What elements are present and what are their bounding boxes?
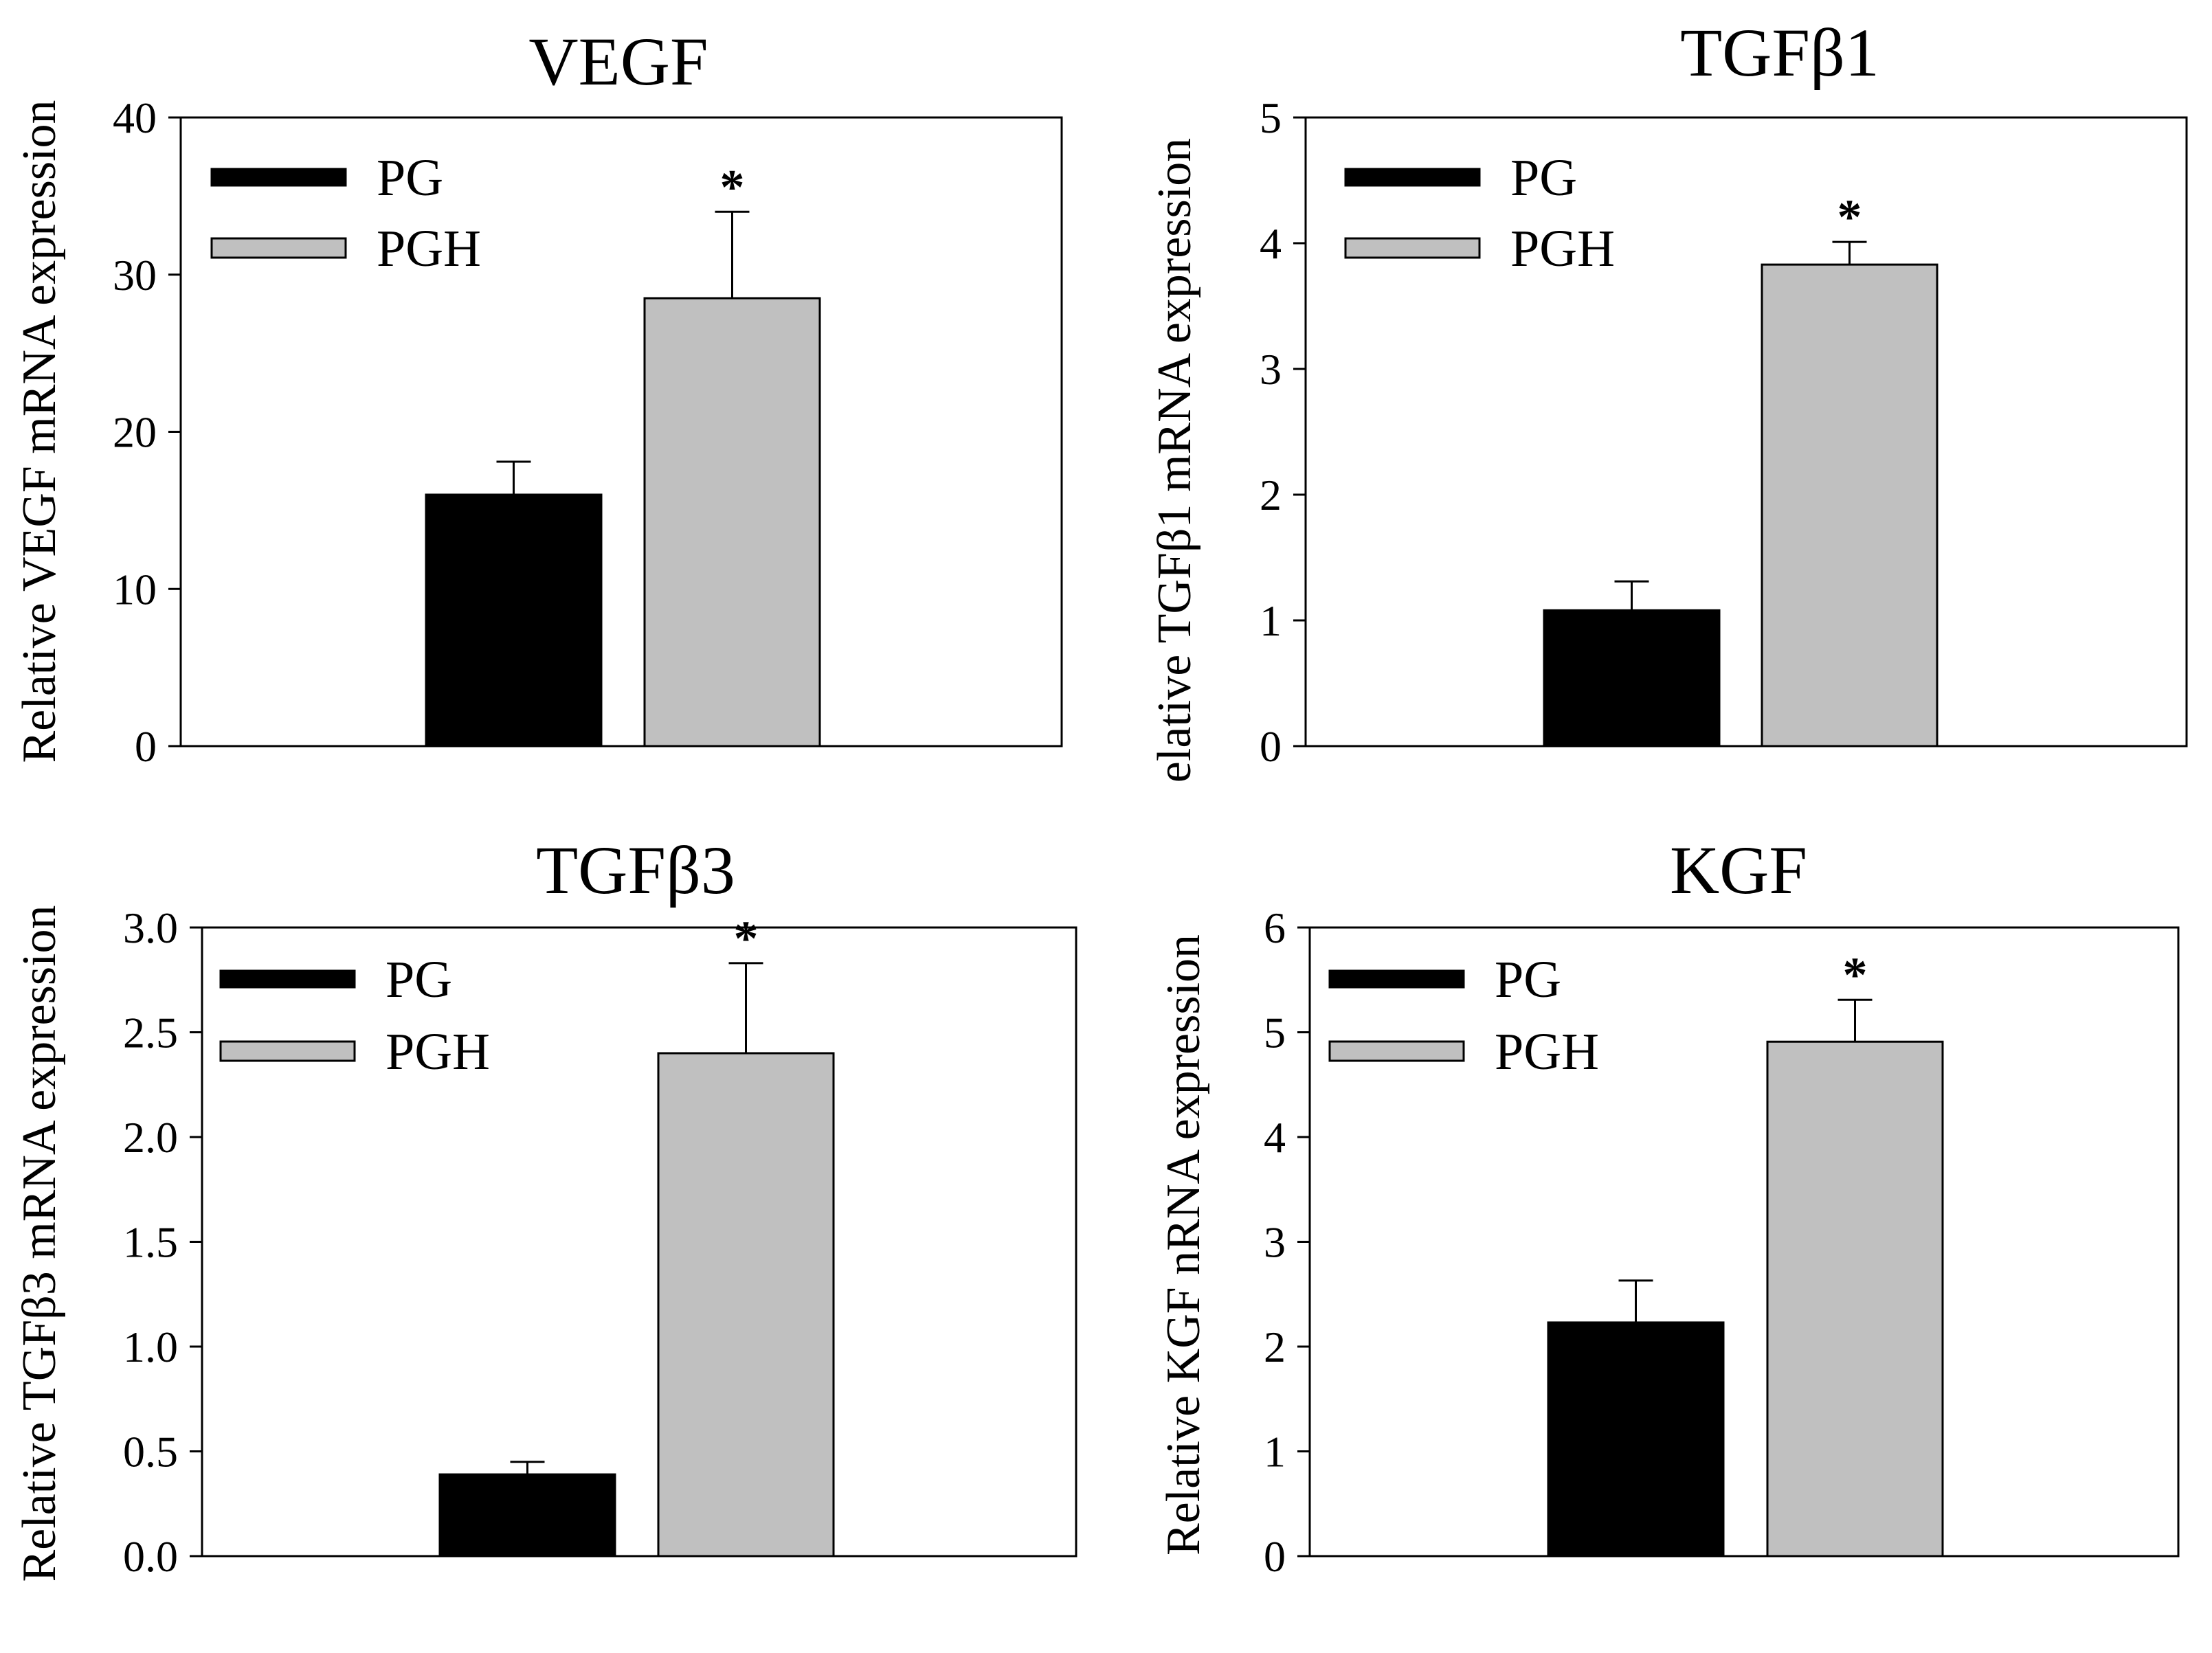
legend-label-pg: PG (377, 149, 443, 207)
chart-title: TGFβ3 (536, 832, 735, 908)
chart-panel-3: TGFβ3 Relative TGFβ3 mRNA expression 0.0 0.… (13, 832, 1077, 1582)
y-tick-label: 6 (1264, 903, 1286, 952)
plot-frame (179, 116, 1063, 747)
legend-label-pgh: PGH (386, 1023, 490, 1081)
chart-panel-1: VEGF Relative VEGF mRNA expression 0 10 20 30… (13, 23, 1063, 771)
y-tick-label: 30 (113, 251, 157, 300)
y-tick-label: 1.0 (123, 1323, 178, 1371)
bar-pgh (657, 1052, 835, 1558)
y-tick-label: 2 (1264, 1323, 1286, 1371)
bar-pgh (1766, 1040, 1944, 1558)
legend-label-pgh: PGH (377, 220, 481, 278)
y-axis-label: Relative VEGF mRNA expression (13, 100, 66, 763)
y-tick-label: 4 (1264, 1113, 1286, 1162)
y-tick-label: 10 (113, 565, 157, 614)
y-tick-label: 3.0 (123, 903, 178, 952)
y-axis-label: Relative TGFβ3 mRNA expression (13, 905, 66, 1582)
y-tick-label: 0 (135, 722, 157, 771)
legend-label-pg: PG (386, 951, 452, 1009)
y-tick-label: 40 (113, 93, 157, 142)
legend-swatch-pgh (210, 237, 347, 259)
chart-panel-2: TGFβ1 elative TGFβ1 mRNA expression 0 1 2 3 4 5… (1148, 14, 2188, 783)
y-tick-label: 1.5 (123, 1218, 178, 1267)
y-tick-label: 20 (113, 408, 157, 457)
y-tick-label: 2 (1260, 471, 1282, 519)
y-tick-label: 1 (1260, 596, 1282, 645)
y-tick-label: 0.5 (123, 1428, 178, 1476)
bar-pg (1543, 609, 1721, 747)
legend-swatch-pg (219, 969, 356, 989)
significance-asterisk: * (720, 159, 745, 214)
legend-swatch-pg (210, 168, 347, 187)
y-tick-label: 0.0 (123, 1532, 178, 1581)
y-tick-label: 5 (1260, 93, 1282, 142)
plot-frame (1308, 926, 2180, 1558)
significance-asterisk: * (734, 911, 759, 966)
legend-label-pg: PG (1510, 149, 1577, 207)
y-tick-label: 4 (1260, 219, 1282, 268)
y-tick-label: 2.0 (123, 1113, 178, 1162)
legend-label-pgh: PGH (1495, 1023, 1599, 1081)
y-tick-label: 3 (1264, 1218, 1286, 1267)
y-tick-label: 0 (1260, 722, 1282, 771)
bar-pgh (643, 297, 821, 747)
chart-title: VEGF (528, 23, 708, 100)
bar-pg (1547, 1321, 1725, 1558)
chart-title: KGF (1670, 832, 1807, 908)
y-tick-label: 1 (1264, 1428, 1286, 1476)
y-tick-label: 0 (1264, 1532, 1286, 1581)
legend-swatch-pg (1328, 969, 1465, 989)
y-tick-label: 5 (1264, 1009, 1286, 1057)
y-tick-label: 3 (1260, 345, 1282, 394)
chart-title: TGFβ1 (1680, 14, 1879, 91)
legend-label-pgh: PGH (1510, 220, 1615, 278)
legend-swatch-pgh (1344, 237, 1481, 259)
chart-panel-4: KGF Relative KGF nRNA expression 0 1 2 3 4 5 6 * P… (1157, 832, 2180, 1581)
bar-pg (425, 493, 603, 747)
legend-swatch-pgh (1328, 1040, 1465, 1062)
y-axis-label: Relative KGF nRNA expression (1157, 934, 1210, 1555)
legend-label-pg: PG (1495, 951, 1561, 1009)
bar-pg (438, 1473, 616, 1558)
significance-asterisk: * (1843, 947, 1868, 1002)
plot-frame (1304, 116, 2188, 747)
bar-pgh (1761, 263, 1939, 747)
y-tick-label: 2.5 (123, 1009, 178, 1057)
legend-swatch-pg (1344, 168, 1481, 187)
y-axis-label: elative TGFβ1 mRNA expression (1148, 138, 1201, 783)
plot-frame (201, 926, 1077, 1558)
legend-swatch-pgh (219, 1040, 356, 1062)
significance-asterisk: * (1837, 190, 1862, 245)
